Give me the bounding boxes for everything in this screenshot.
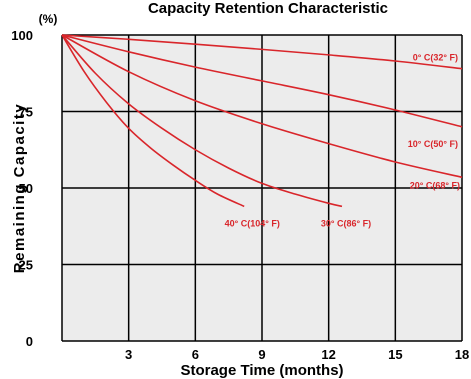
y-tick-label: 50 xyxy=(19,181,33,196)
series-line-1 xyxy=(61,34,463,128)
series-label: 30° C(86° F) xyxy=(321,218,371,228)
series-line-0 xyxy=(61,34,463,70)
y-tick-labels: 0 25 50 75 100 xyxy=(11,28,33,349)
y-axis-unit: (%) xyxy=(39,12,58,26)
series-lines xyxy=(61,34,463,208)
series-line-2 xyxy=(61,34,463,179)
x-tick-label: 9 xyxy=(258,347,265,362)
x-tick-label: 15 xyxy=(388,347,402,362)
y-tick-label: 100 xyxy=(11,28,33,43)
x-axis-label: Storage Time (months) xyxy=(180,362,343,379)
series-line-3 xyxy=(61,34,343,208)
series-labels: 0° C(32° F) 10° C(50° F) 20° C(68° F) 30° C… xyxy=(225,53,460,229)
x-tick-label: 18 xyxy=(455,347,469,362)
y-tick-label: 75 xyxy=(19,105,33,120)
series-label: 10° C(50° F) xyxy=(408,139,458,149)
y-axis-label: Remaining Capacity xyxy=(11,103,28,273)
grid-lines xyxy=(61,34,463,342)
y-tick-label: 0 xyxy=(26,334,33,349)
chart-title: Capacity Retention Characteristic xyxy=(148,0,388,17)
series-label: 20° C(68° F) xyxy=(410,180,460,190)
series-line-4 xyxy=(61,34,245,208)
x-tick-label: 3 xyxy=(125,347,132,362)
x-tick-label: 6 xyxy=(192,347,199,362)
series-label: 40° C(104° F) xyxy=(225,218,280,228)
series-label: 0° C(32° F) xyxy=(413,53,458,63)
x-tick-label: 12 xyxy=(321,347,335,362)
x-tick-labels: 3 6 9 12 15 18 xyxy=(125,347,469,362)
y-tick-label: 25 xyxy=(19,258,33,273)
